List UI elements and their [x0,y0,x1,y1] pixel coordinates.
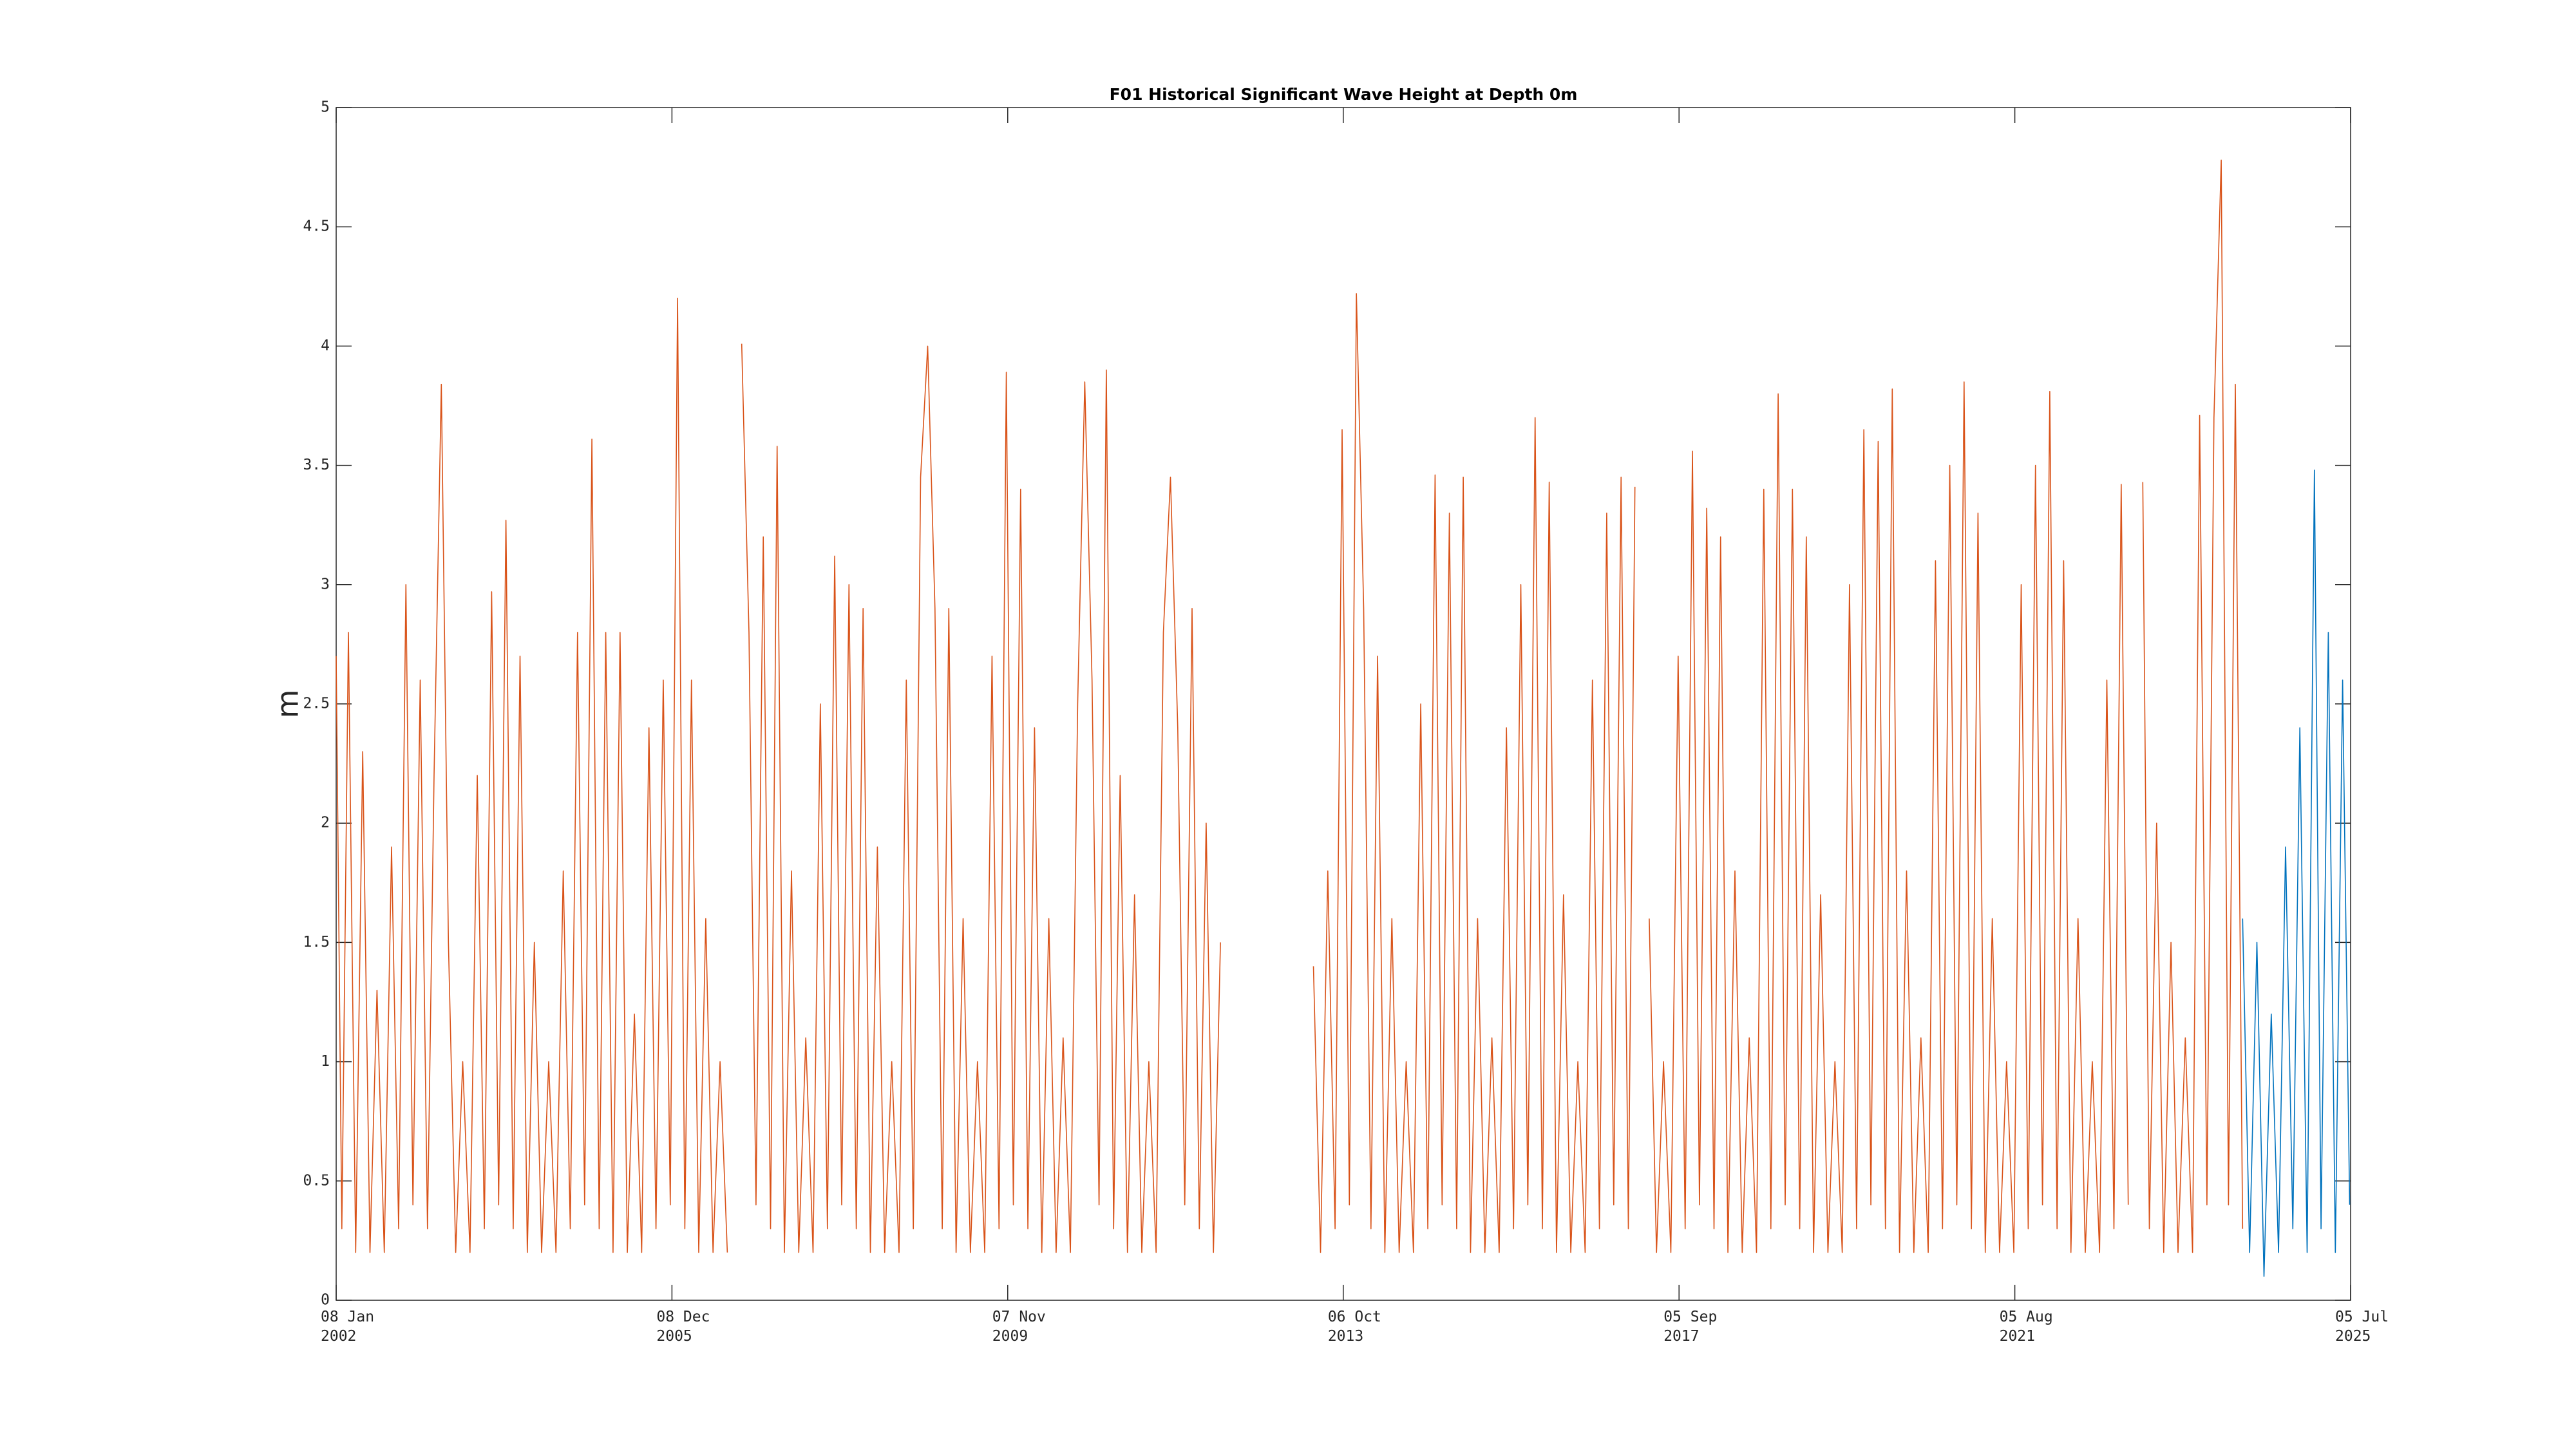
y-tick-label: 4 [321,337,330,354]
y-tick-label: 1 [321,1053,330,1070]
y-tick-label: 2.5 [303,696,330,712]
plot-frame [336,107,2351,1301]
data-line [2242,469,2351,1277]
y-tick-label: 0 [321,1292,330,1309]
y-tick-label: 0.5 [303,1172,330,1189]
x-tick-label: 07 Nov 2009 [992,1309,1046,1345]
x-tick-label: 05 Jul 2025 [2335,1309,2389,1345]
y-tick-label: 4.5 [303,218,330,235]
y-tick-label: 5 [321,99,330,116]
y-axis-label: m [270,690,305,719]
y-tick-label: 3 [321,576,330,592]
x-tick-label: 05 Sep 2017 [1663,1309,1718,1345]
y-tick-label: 3.5 [303,457,330,473]
data-line [336,159,2244,1253]
y-tick-label: 1.5 [303,934,330,951]
x-tick-label: 08 Dec 2005 [656,1309,710,1345]
x-tick-label: 05 Aug 2021 [1999,1309,2053,1345]
x-tick-label: 06 Oct 2013 [1327,1309,1381,1345]
y-tick-label: 2 [321,815,330,831]
x-tick-label: 08 Jan 2002 [321,1309,375,1345]
chart-title: F01 Historical Significant Wave Height a… [1110,85,1578,104]
